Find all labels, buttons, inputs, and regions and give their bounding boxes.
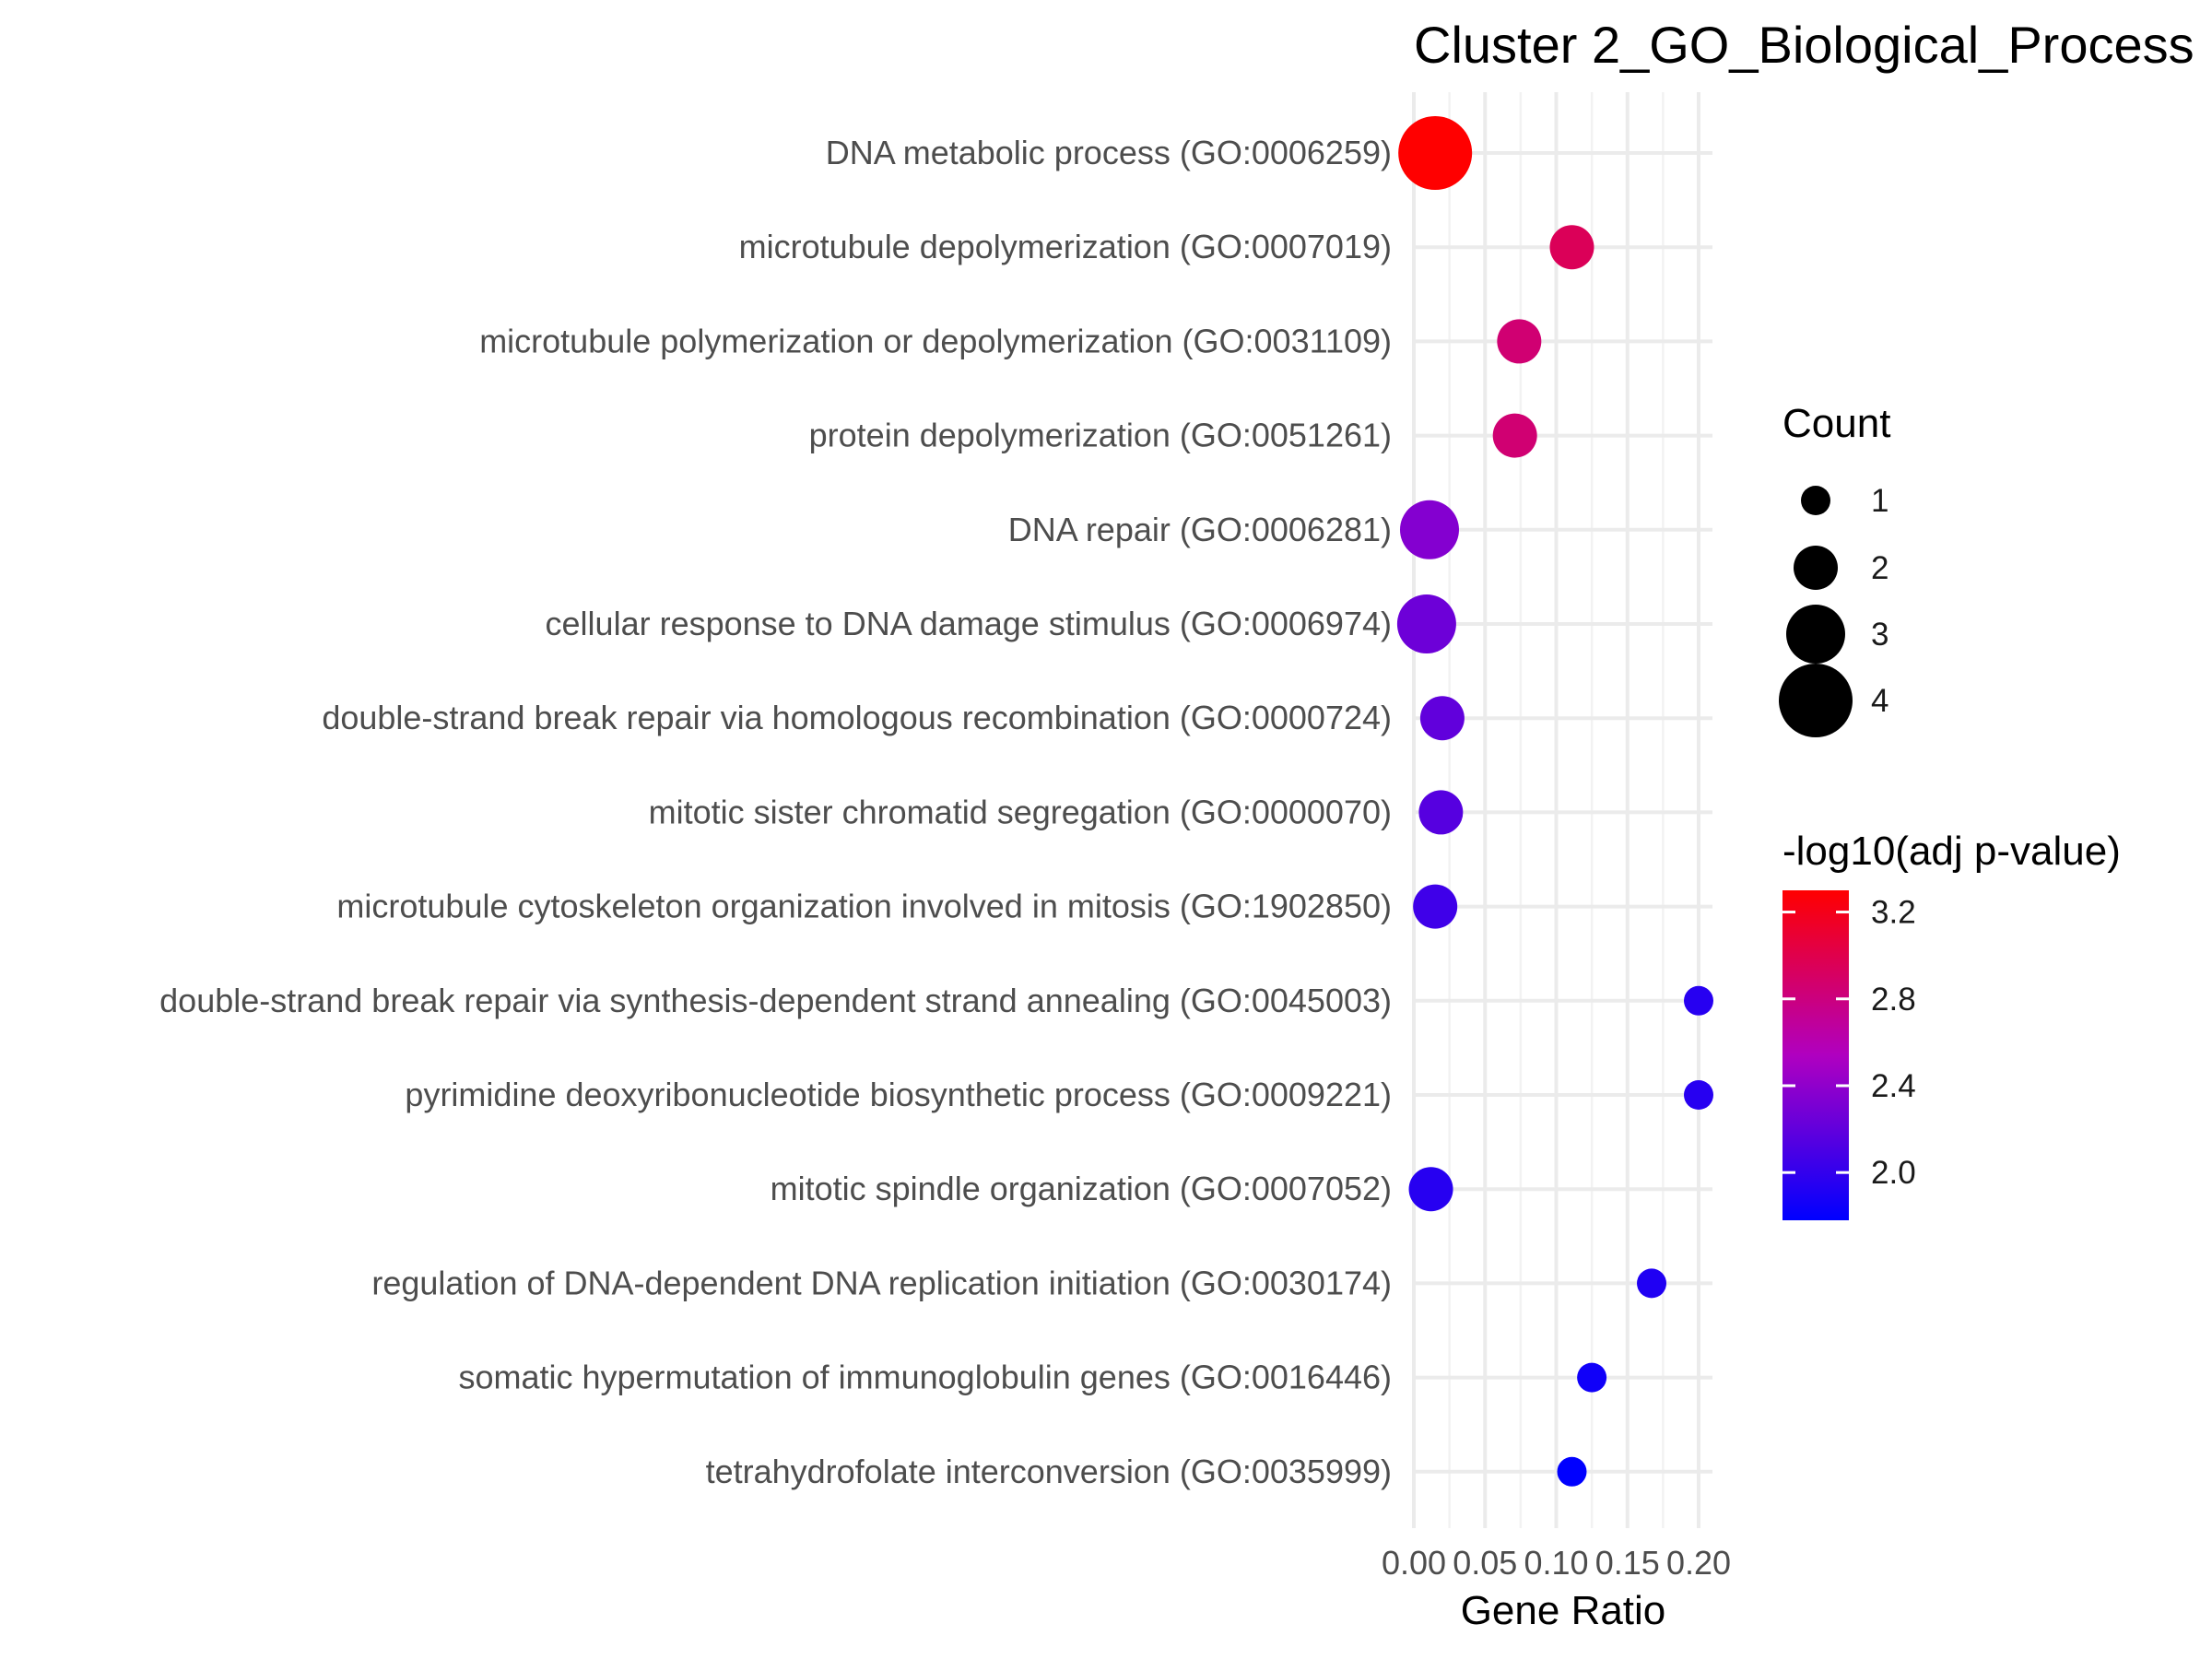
x-tick-label: 0.05 [1453, 1544, 1517, 1582]
size-legend-key [1779, 664, 1853, 737]
size-legend-key [1794, 546, 1838, 590]
colorbar [1783, 890, 1849, 1220]
y-tick-label: mitotic sister chromatid segregation (GO… [649, 793, 1392, 830]
size-legend-label: 1 [1871, 483, 1888, 519]
data-points [1396, 116, 1713, 1487]
data-point [1497, 319, 1542, 364]
y-tick-label: double-strand break repair via homologou… [322, 699, 1392, 736]
data-point [1398, 116, 1473, 190]
x-axis-tick-labels: 0.00 0.05 0.10 0.15 0.20 [1382, 1544, 1731, 1582]
y-tick-label: DNA metabolic process (GO:0006259) [826, 134, 1392, 171]
y-tick-label: pyrimidine deoxyribonucleotide biosynthe… [405, 1076, 1392, 1113]
data-point [1396, 594, 1456, 653]
color-legend-title: -log10(adj p-value) [1783, 829, 2121, 874]
size-legend-label: 2 [1871, 550, 1888, 586]
data-point [1413, 884, 1458, 929]
data-point [1557, 1456, 1587, 1487]
x-tick-label: 0.10 [1524, 1544, 1588, 1582]
data-point [1577, 1362, 1607, 1393]
size-legend-label: 3 [1871, 617, 1888, 653]
data-point [1549, 225, 1594, 270]
y-tick-label: double-strand break repair via synthesis… [159, 982, 1392, 1019]
y-axis-labels: DNA metabolic process (GO:0006259) microt… [159, 134, 1392, 1490]
colorbar-tick-label: 3.2 [1871, 895, 1916, 931]
y-tick-label: cellular response to DNA damage stimulus… [546, 605, 1392, 642]
colorbar-tick-label: 2.4 [1871, 1068, 1916, 1104]
data-point [1408, 1167, 1453, 1212]
data-point [1684, 1080, 1713, 1110]
plot-panel [1396, 92, 1713, 1528]
y-tick-label: DNA repair (GO:0006281) [1008, 511, 1392, 548]
size-legend: Count 1 2 3 4 [1779, 401, 1890, 737]
chart-title: Cluster 2_GO_Biological_Process [1414, 16, 2194, 74]
size-legend-key [1786, 605, 1845, 664]
y-tick-label: microtubule cytoskeleton organization in… [336, 888, 1392, 925]
y-tick-label: mitotic spindle organization (GO:0007052… [771, 1170, 1392, 1207]
data-point [1684, 985, 1713, 1016]
x-axis-title: Gene Ratio [1461, 1588, 1666, 1633]
data-point [1418, 790, 1464, 835]
colorbar-tick-label: 2.0 [1871, 1155, 1916, 1191]
data-point [1492, 413, 1537, 458]
size-legend-label: 4 [1871, 683, 1888, 719]
y-tick-label: somatic hypermutation of immunoglobulin … [458, 1359, 1392, 1396]
x-tick-label: 0.20 [1666, 1544, 1731, 1582]
color-legend: -log10(adj p-value) 3.2 2.8 2.4 2.0 [1783, 829, 2121, 1220]
size-legend-title: Count [1783, 401, 1890, 446]
data-point [1637, 1268, 1667, 1299]
y-tick-label: protein depolymerization (GO:0051261) [809, 417, 1392, 454]
gridlines [1412, 92, 1712, 1528]
x-tick-label: 0.15 [1595, 1544, 1660, 1582]
x-tick-label: 0.00 [1382, 1544, 1446, 1582]
y-tick-label: microtubule depolymerization (GO:0007019… [739, 228, 1392, 265]
colorbar-tick-label: 2.8 [1871, 982, 1916, 1018]
data-point [1419, 696, 1465, 741]
y-tick-label: regulation of DNA-dependent DNA replicat… [371, 1264, 1392, 1301]
y-tick-label: tetrahydrofolate interconversion (GO:003… [706, 1453, 1392, 1490]
size-legend-key [1801, 486, 1830, 515]
data-point [1399, 500, 1459, 559]
y-tick-label: microtubule polymerization or depolymeri… [479, 322, 1392, 359]
